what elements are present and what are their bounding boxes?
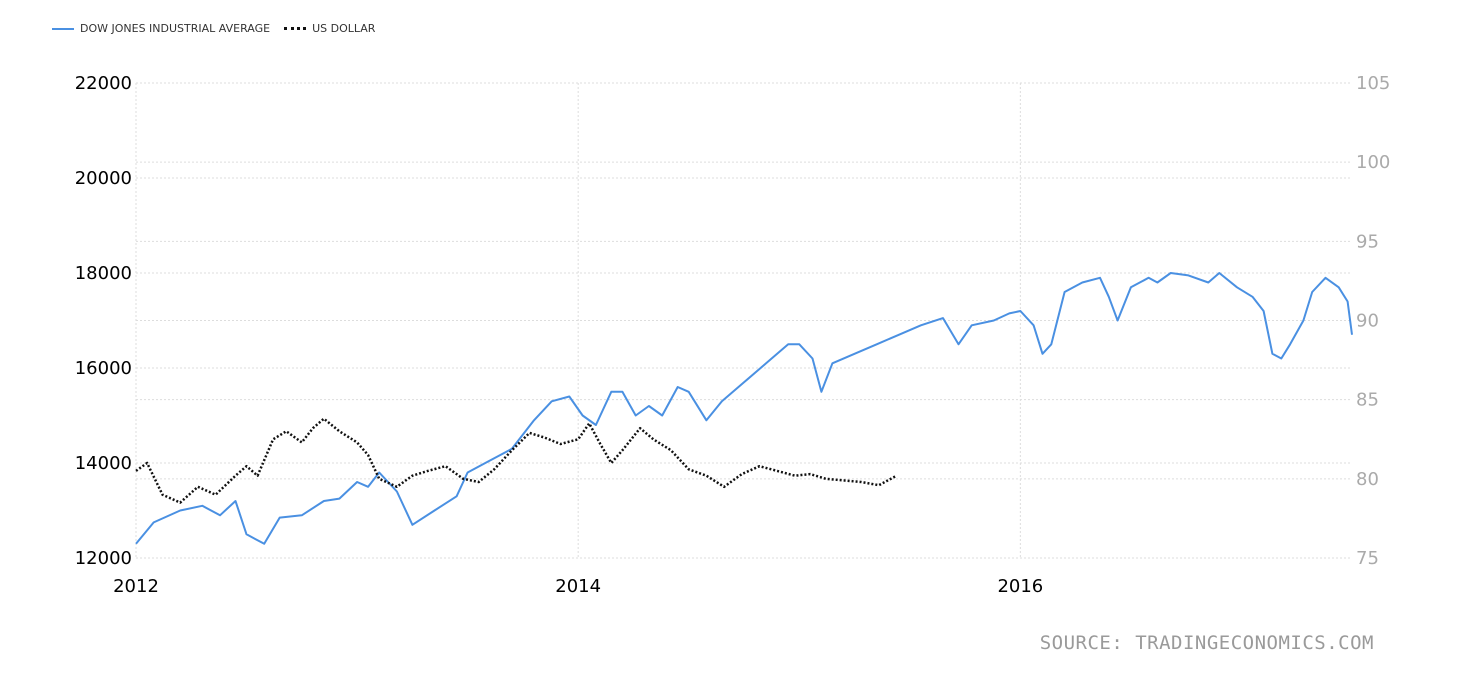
source-credit: SOURCE: TRADINGECONOMICS.COM bbox=[1039, 632, 1374, 654]
right-axis-tick-label: 105 bbox=[1356, 73, 1390, 94]
x-axis-tick-label: 2014 bbox=[555, 576, 601, 597]
left-axis-tick-label: 22000 bbox=[75, 73, 132, 94]
legend: DOW JONES INDUSTRIAL AVERAGE US DOLLAR bbox=[52, 22, 375, 35]
legend-label-usd: US DOLLAR bbox=[312, 22, 376, 35]
left-axis-tick-label: 12000 bbox=[75, 548, 132, 569]
right-axis-tick-label: 85 bbox=[1356, 390, 1379, 411]
x-axis-tick-label: 2016 bbox=[997, 576, 1043, 597]
series-lines bbox=[135, 272, 1353, 545]
legend-label-dow: DOW JONES INDUSTRIAL AVERAGE bbox=[80, 22, 271, 35]
grid bbox=[135, 82, 1352, 559]
left-axis-tick-label: 18000 bbox=[75, 263, 132, 284]
legend-item-usd[interactable]: US DOLLAR bbox=[284, 22, 375, 35]
right-axis-tick-label: 100 bbox=[1356, 152, 1390, 173]
series-line-dow-jones bbox=[135, 272, 1353, 545]
right-axis-tick-label: 75 bbox=[1356, 548, 1379, 569]
legend-swatch-dow bbox=[52, 27, 74, 30]
right-axis-tick-label: 80 bbox=[1356, 469, 1379, 490]
left-axis-tick-label: 16000 bbox=[75, 358, 132, 379]
left-axis-tick-label: 14000 bbox=[75, 453, 132, 474]
left-axis-ticks: 12000 14000 16000 18000 20000 22000 bbox=[75, 73, 132, 569]
left-axis-tick-label: 20000 bbox=[75, 168, 132, 189]
series-line-us-dollar bbox=[135, 417, 898, 504]
right-axis-tick-label: 95 bbox=[1356, 231, 1379, 252]
right-axis-tick-label: 90 bbox=[1356, 311, 1379, 332]
x-axis-ticks: 2012 2014 2016 bbox=[113, 576, 1043, 597]
legend-swatch-usd bbox=[284, 27, 307, 30]
right-axis-ticks: 75 80 85 90 95 100 105 bbox=[1356, 73, 1390, 569]
legend-item-dow[interactable]: DOW JONES INDUSTRIAL AVERAGE bbox=[52, 22, 270, 35]
x-axis-tick-label: 2012 bbox=[113, 576, 159, 597]
